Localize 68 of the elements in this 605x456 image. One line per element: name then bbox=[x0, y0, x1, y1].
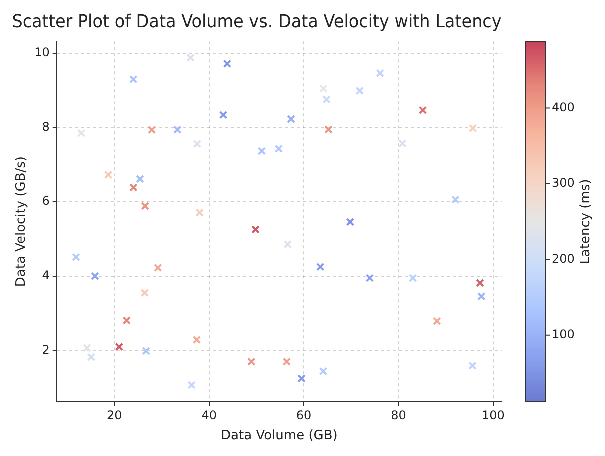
point bbox=[223, 60, 232, 68]
x-tick-label: 40 bbox=[202, 408, 217, 422]
point bbox=[356, 86, 364, 96]
point bbox=[186, 54, 196, 62]
point bbox=[141, 202, 150, 210]
point bbox=[477, 292, 486, 301]
point bbox=[247, 358, 256, 366]
y-axis-title: Data Velocity (GB/s) bbox=[14, 156, 30, 288]
point bbox=[322, 95, 331, 104]
point bbox=[173, 126, 182, 134]
point bbox=[140, 288, 150, 298]
point bbox=[282, 358, 292, 366]
point bbox=[91, 272, 100, 281]
point bbox=[122, 316, 132, 325]
point bbox=[115, 342, 124, 352]
chart-title: Scatter Plot of Data Volume vs. Data Velocity with Latency bbox=[12, 12, 502, 33]
point bbox=[468, 124, 478, 133]
point bbox=[196, 208, 204, 218]
color-bar-label: 400 bbox=[552, 100, 575, 114]
x-tick-label: 80 bbox=[391, 408, 406, 422]
point bbox=[319, 367, 328, 376]
point bbox=[476, 278, 484, 288]
y-tick-label: 2 bbox=[42, 342, 50, 357]
y-tick-label: 4 bbox=[42, 268, 50, 283]
x-axis-title: Data Volume (GB) bbox=[221, 428, 338, 444]
color-bar-label: 300 bbox=[552, 176, 575, 190]
point bbox=[451, 196, 460, 204]
point bbox=[129, 183, 138, 192]
point bbox=[87, 353, 96, 362]
point bbox=[408, 274, 418, 282]
point bbox=[274, 144, 284, 154]
point bbox=[148, 126, 156, 134]
x-tick-label: 20 bbox=[107, 408, 122, 422]
color-bar-label: 200 bbox=[552, 252, 575, 266]
point bbox=[319, 84, 328, 93]
point bbox=[418, 106, 428, 115]
point bbox=[192, 336, 202, 344]
point bbox=[72, 253, 80, 262]
point bbox=[82, 344, 92, 352]
point bbox=[284, 240, 292, 249]
point bbox=[346, 218, 355, 226]
point bbox=[432, 317, 442, 326]
point bbox=[376, 69, 384, 78]
point bbox=[193, 140, 202, 148]
point bbox=[136, 174, 144, 184]
y-tick-label: 8 bbox=[42, 120, 50, 134]
point bbox=[129, 75, 138, 84]
point bbox=[142, 346, 151, 356]
color-bar-label: 100 bbox=[552, 327, 575, 342]
y-tick-label: 10 bbox=[34, 46, 50, 60]
point bbox=[154, 264, 162, 272]
point bbox=[188, 381, 196, 390]
color-bar-title: Latency (ms) bbox=[578, 179, 594, 264]
point bbox=[324, 125, 333, 134]
point bbox=[398, 140, 407, 148]
x-tick-label: 60 bbox=[296, 408, 312, 422]
point bbox=[298, 374, 306, 383]
point bbox=[77, 129, 86, 138]
point bbox=[258, 147, 266, 156]
point bbox=[366, 274, 374, 282]
point bbox=[252, 225, 260, 234]
x-tick-label: 100 bbox=[482, 408, 505, 422]
point bbox=[219, 110, 228, 120]
point bbox=[104, 170, 113, 180]
point bbox=[468, 362, 477, 370]
point bbox=[287, 115, 296, 124]
y-tick-label: 6 bbox=[42, 194, 50, 208]
point bbox=[316, 262, 325, 272]
